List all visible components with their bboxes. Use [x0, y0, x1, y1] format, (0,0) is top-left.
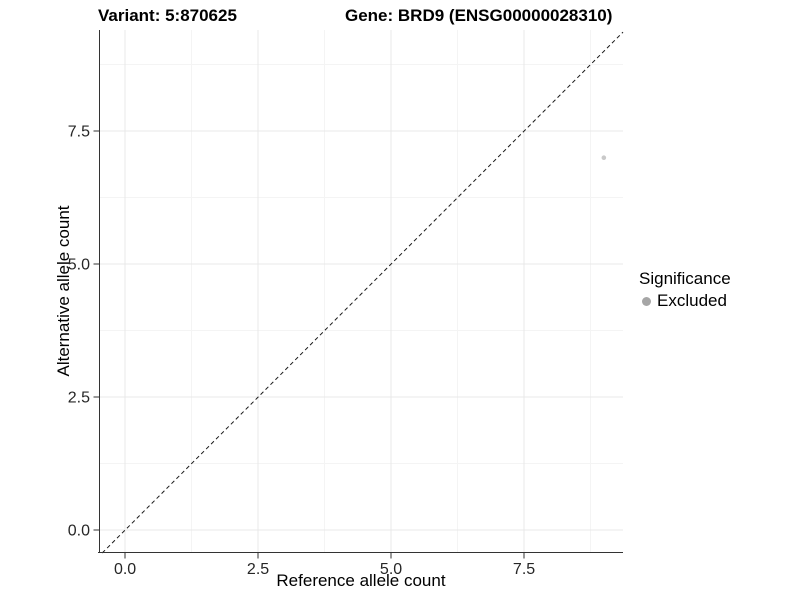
- y-tick-label: 0.0: [68, 523, 90, 540]
- legend: Significance Excluded: [639, 268, 731, 311]
- x-tick-label: 5.0: [380, 561, 402, 578]
- y-tick-label: 7.5: [68, 124, 90, 141]
- data-point: [601, 155, 607, 160]
- x-tick-label: 2.5: [247, 561, 269, 578]
- legend-point-icon: [642, 296, 651, 306]
- x-axis-label: Reference allele count: [276, 571, 446, 590]
- plot-panel: 0.0 2.5 5.0 7.5 0.0 2.5 5.0 7.5: [68, 30, 624, 578]
- variant-title: Variant: 5:870625: [98, 6, 237, 25]
- y-tick-label: 2.5: [68, 390, 90, 407]
- identity-line: [101, 31, 624, 554]
- y-tick-label: 5.0: [68, 257, 90, 274]
- gene-title: Gene: BRD9 (ENSG00000028310): [345, 6, 613, 25]
- legend-title: Significance: [639, 269, 731, 288]
- y-axis-label: Alternative allele count: [54, 205, 73, 377]
- legend-item-excluded: Excluded: [639, 291, 731, 311]
- x-tick-label: 7.5: [513, 561, 535, 578]
- legend-item-label: Excluded: [657, 291, 727, 310]
- x-tick-label: 0.0: [114, 561, 136, 578]
